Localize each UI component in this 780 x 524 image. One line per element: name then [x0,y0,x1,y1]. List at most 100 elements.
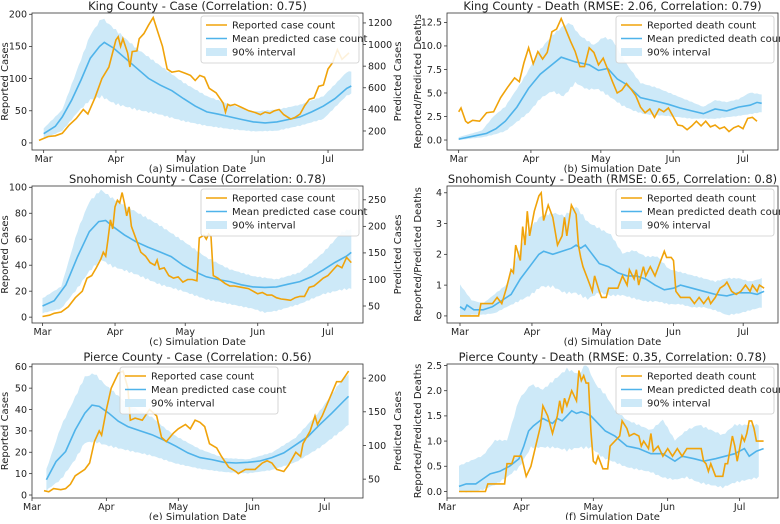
y-tick-label: 2.5 [427,112,442,123]
interval-band [42,189,352,314]
y-right-axis-label: Predicted Cases [393,42,404,122]
y-tick-label: 150 [9,42,27,53]
x-tick-label: Apr [108,154,125,165]
legend-mean-predicted-label: Mean predicted death count [647,34,780,45]
y-tick-label: 1.5 [427,411,442,422]
x-tick-label: May [591,154,611,165]
y-tick-label: 3 [436,219,442,230]
panel-b: Mar Apr May Jun Jul0.02.55.07.510.012.5Repor… [413,0,780,175]
legend-mean-predicted-label: Mean predicted case count [232,34,367,45]
y-right-tick-label: 600 [368,83,386,94]
y-right-tick-label: 250 [368,195,386,206]
x-axis-label: (a) Simulation Date [149,164,246,175]
x-tick-label: Jun [250,154,266,165]
panel-title: King County - Death (RMSE: 2.06, Correla… [463,0,761,13]
legend-interval-swatch [206,48,227,56]
legend-interval-swatch [206,221,227,229]
plot-area [459,190,765,317]
reported-line [459,370,764,493]
x-tick-label: Jul [736,327,748,338]
mean-predicted-line [458,56,762,140]
legend-box [200,188,360,237]
x-tick-label: Apr [513,502,530,513]
x-tick-label: Jul [321,154,333,165]
legend-interval-swatch [125,399,146,407]
legend-reported-label: Reported death count [647,194,756,205]
legend-mean-predicted-label: Mean predicted case count [232,207,367,218]
y-tick-label: 30 [15,426,27,437]
y-tick-label: 10 [15,469,27,480]
y-tick-label: 50 [15,383,27,394]
x-tick-label: May [176,154,196,165]
reported-line [43,369,350,493]
y-tick-label: 80 [15,209,27,220]
legend-interval-label: 90% interval [647,399,711,410]
panel-title: Snohomish County - Death (RMSE: 0.65, Co… [448,172,777,186]
mean-predicted-line [45,395,350,481]
legend-interval-label: 90% interval [647,221,711,232]
legend-box [615,188,775,237]
y-axis-label: Reported Cases [0,42,11,121]
x-tick-label: Apr [524,327,541,338]
legend-mean-predicted-label: Mean predicted death count [647,207,780,218]
legend-reported-label: Reported case count [232,194,335,205]
y-tick-label: 0.0 [427,135,442,146]
y-right-tick-label: 1000 [368,40,392,51]
interval-band [460,206,762,317]
legend-box [615,366,775,415]
mean-predicted-line [459,244,765,311]
x-tick-label: Apr [523,154,540,165]
plot-area [458,365,764,493]
legend-reported-label: Reported death count [647,21,756,32]
panel-d: Mar Apr May Jun Jul 0 1 2 3 4 Reported/Predicted D… [413,172,780,348]
x-tick-label: Mar [450,154,468,165]
legend-interval-label: 90% interval [232,48,296,59]
y-axis-label: Reported Cases [0,215,11,294]
legend-reported-label: Reported case count [151,372,254,383]
x-axis-label: (b) Simulation Date [564,164,662,175]
panel-f: Mar Apr May Jun Jul0.00.51.01.52.02.5Reporte… [413,350,780,523]
y-tick-label: 0 [21,312,27,323]
x-tick-label: Jun [244,502,260,513]
legend-reported-label: Reported death count [647,372,756,383]
y-right-tick-label: 100 [368,441,386,452]
legend-box [200,15,360,64]
y-tick-label: 10.0 [421,41,442,52]
x-tick-label: Jul [321,327,333,338]
x-tick-label: May [592,327,612,338]
plot-area [38,15,352,142]
y-right-tick-label: 200 [368,222,386,233]
panel-title: King County - Case (Correlation: 0.75) [88,0,307,13]
y-right-tick-label: 200 [368,126,386,137]
x-tick-label: Mar [23,502,41,513]
y-tick-label: 40 [15,261,27,272]
reported-line [458,16,758,133]
legend: Reported death count Mean predicted death… [615,15,780,64]
x-tick-label: Jul [733,502,745,513]
legend-box [119,366,279,415]
x-tick-label: Jul [736,154,748,165]
y-tick-label: 12.5 [421,18,442,29]
y-right-tick-label: 800 [368,61,386,72]
x-axis-label: (f) Simulation Date [565,512,660,520]
mean-predicted-line [458,409,764,488]
legend-mean-predicted-label: Mean predicted death count [647,385,780,396]
x-tick-label: Mar [35,154,53,165]
y-tick-label: 4 [436,188,442,199]
legend: Reported case count Mean predicted case c… [200,15,367,64]
y-tick-label: 100 [9,74,27,85]
y-tick-label: 7.5 [427,65,442,76]
x-axis-label: (d) Simulation Date [564,337,662,348]
plot-area [42,189,352,318]
y-right-axis-label: Predicted Cases [393,215,404,295]
x-tick-label: Jun [665,154,681,165]
x-tick-label: Jun [665,327,681,338]
legend-interval-label: 90% interval [232,221,296,232]
x-tick-label: Jul [318,502,330,513]
y-axis-label: Reported/Predicted Deaths [413,187,424,322]
y-tick-label: 40 [15,405,27,416]
y-right-tick-label: 400 [368,105,386,116]
panel-c: Mar Apr May Jun Jul 0 20 40 60 80 100 50 100 150 200 25… [0,172,404,348]
interval-band [459,365,759,493]
